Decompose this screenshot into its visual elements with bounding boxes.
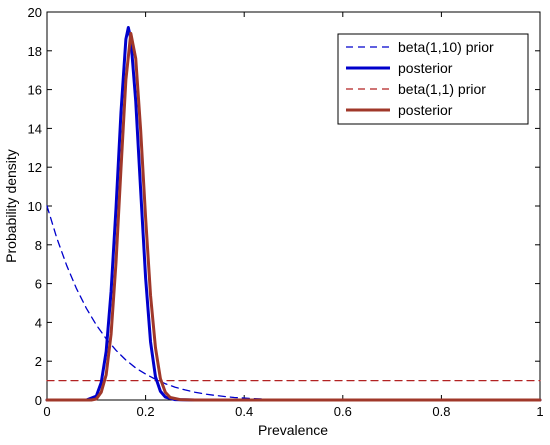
legend-label: posterior [398,102,453,118]
y-tick-label: 2 [35,354,42,369]
legend-label: beta(1,10) prior [398,39,494,55]
y-tick-label: 18 [28,44,42,59]
series-lines [45,26,542,402]
y-tick-label: 8 [35,238,42,253]
x-tick-label: 0.2 [137,404,155,419]
y-tick-label: 20 [28,5,42,20]
x-tick-label: 0.4 [235,404,253,419]
x-tick-label: 0 [43,404,50,419]
legend-label: beta(1,1) prior [398,81,486,97]
y-axis-label: Probability density [3,149,19,263]
y-tick-label: 12 [28,160,42,175]
x-tick-label: 0.8 [432,404,450,419]
x-tick-label: 0.6 [334,404,352,419]
x-axis-label: Prevalence [258,422,328,438]
y-tick-label: 14 [28,121,42,136]
y-tick-label: 16 [28,83,42,98]
y-tick-label: 0 [35,393,42,408]
y-tick-label: 10 [28,199,42,214]
y-tick-label: 4 [35,315,42,330]
legend: beta(1,10) prior posterior beta(1,1) prior… [337,33,529,125]
y-tick-label: 6 [35,277,42,292]
x-tick-label: 1 [536,404,543,419]
legend-label: posterior [398,60,453,76]
series-line-3 [45,31,542,402]
